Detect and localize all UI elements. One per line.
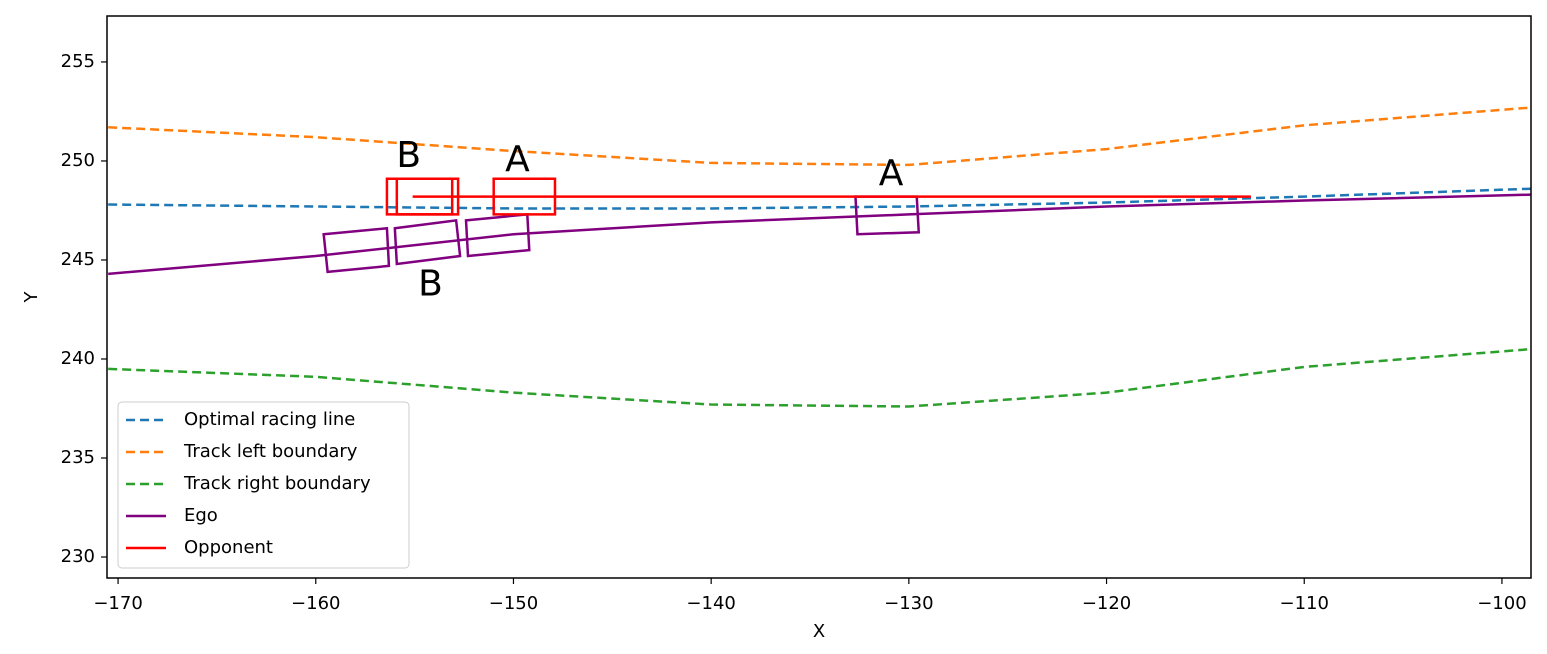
x-axis-label: X [813,621,825,642]
vehicle-box [464,213,531,258]
annotation: A [879,153,904,194]
plot-frame [106,15,1532,579]
vehicle-box [322,226,391,274]
x-tick-label: −120 [1082,593,1131,614]
series-line [108,187,1531,210]
series-line [108,193,1531,276]
vehicle-box [492,177,557,216]
x-tick-label: −110 [1280,593,1329,614]
y-axis-label: Y [21,291,42,304]
y-tick-label: 255 [61,51,95,72]
annotation: B [396,135,421,176]
y-tick-label: 235 [61,447,95,468]
legend-label: Opponent [184,537,273,558]
legend-box [117,401,410,569]
plot-area [108,106,1531,408]
y-tick-label: 240 [61,348,95,369]
x-tick-label: −140 [686,593,735,614]
annotation: B [418,264,443,305]
y-tick-label: 230 [61,546,95,567]
vehicle-box [395,177,460,216]
series-line [108,347,1531,408]
y-tick-label: 245 [61,249,95,270]
x-tick-label: −150 [489,593,538,614]
x-tick-label: −100 [1477,593,1526,614]
series-line [108,106,1531,167]
x-tick-label: −130 [884,593,933,614]
x-tick-label: −160 [291,593,340,614]
legend-label: Track left boundary [183,441,358,462]
legend-label: Track right boundary [183,473,371,494]
legend-label: Ego [184,505,218,526]
annotation: A [505,139,530,180]
vehicle-box [393,218,462,266]
x-tick-label: −170 [93,593,142,614]
y-tick-label: 250 [61,150,95,171]
legend-label: Optimal racing line [184,409,355,430]
